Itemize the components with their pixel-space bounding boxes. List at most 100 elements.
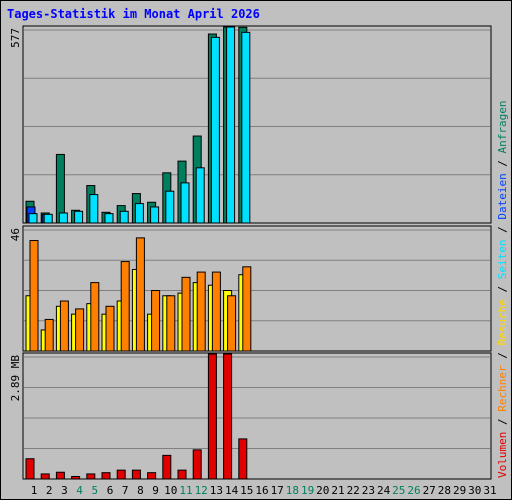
x-tick-label-29: 29 [453, 484, 466, 497]
bar-seiten-day-14 [226, 26, 236, 224]
bar-rechner-day-2 [44, 318, 54, 352]
bar-seiten-day-3 [58, 212, 68, 224]
x-tick-label-30: 30 [468, 484, 481, 497]
x-tick-label-14: 14 [225, 484, 239, 497]
x-tick-label-31: 31 [483, 484, 496, 497]
y-max-label-anfragen: 577 [9, 28, 22, 48]
x-tick-label-13: 13 [210, 484, 223, 497]
bar-seiten-day-4 [74, 210, 84, 224]
x-tick-label-18: 18 [286, 484, 299, 497]
bar-volumen-day-11 [177, 469, 187, 480]
legend-separator: / [496, 220, 509, 240]
bar-seiten-day-15 [241, 31, 251, 224]
legend-separator: / [496, 412, 509, 432]
x-tick-label-16: 16 [255, 484, 268, 497]
bar-seiten-day-9 [150, 206, 160, 224]
x-tick-label-4: 4 [76, 484, 83, 497]
x-tick-label-10: 10 [164, 484, 177, 497]
bar-rechner-day-1 [29, 240, 39, 352]
x-axis-labels: 1 2 3 4 5 6 7 8 9 10 11 12 13 14 15 16 17 18 19 20 21 22 23 24 2… [31, 484, 497, 497]
x-tick-label-25: 25 [392, 484, 405, 497]
bar-rechner-day-4 [75, 308, 85, 352]
x-tick-label-15: 15 [240, 484, 253, 497]
bar-seiten-day-12 [195, 167, 205, 224]
bar-volumen-day-3 [55, 471, 65, 480]
legend-item-volumen: Volumen [496, 432, 509, 478]
x-tick-label-21: 21 [331, 484, 344, 497]
bar-volumen-day-9 [147, 472, 157, 480]
panel-border-anfragen [22, 25, 492, 224]
bar-volumen-day-5 [86, 473, 96, 480]
legend-separator: / [496, 153, 509, 173]
bar-seiten-day-8 [134, 203, 144, 224]
x-tick-label-24: 24 [377, 484, 391, 497]
bar-seiten-day-2 [43, 213, 53, 224]
legend-item-besuche: Besuche [496, 299, 509, 345]
bar-rechner-day-7 [120, 261, 130, 352]
bar-seiten-day-6 [104, 213, 114, 224]
x-tick-label-12: 12 [195, 484, 208, 497]
panel-besuche: 46 [9, 225, 492, 352]
panel-volumen: 2.89 MB [9, 352, 492, 480]
bar-volumen-day-15 [238, 438, 248, 480]
bar-rechner-day-8 [135, 237, 145, 352]
bar-seiten-day-10 [165, 190, 175, 224]
x-tick-label-27: 27 [423, 484, 436, 497]
bar-rechner-day-3 [59, 300, 69, 352]
x-tick-label-19: 19 [301, 484, 314, 497]
x-tick-label-28: 28 [438, 484, 451, 497]
x-tick-label-9: 9 [152, 484, 159, 497]
bar-rechner-day-15 [242, 266, 252, 352]
bar-seiten-day-1 [28, 213, 38, 224]
bar-seiten-day-11 [180, 182, 190, 224]
bar-volumen-day-10 [162, 454, 172, 480]
x-tick-label-7: 7 [122, 484, 129, 497]
panel-anfragen: 577 [9, 25, 492, 224]
x-tick-label-5: 5 [91, 484, 98, 497]
x-tick-label-26: 26 [407, 484, 420, 497]
panel-border-volumen [22, 352, 492, 480]
bar-rechner-day-14 [227, 295, 237, 352]
bar-volumen-day-6 [101, 472, 111, 480]
bar-rechner-day-10 [166, 295, 176, 352]
y-max-label-besuche: 46 [9, 228, 22, 241]
bar-volumen-day-2 [40, 473, 50, 480]
bar-volumen-day-12 [192, 449, 202, 480]
bar-seiten-day-5 [89, 194, 99, 224]
x-tick-label-1: 1 [31, 484, 38, 497]
x-tick-label-8: 8 [137, 484, 144, 497]
bar-rechner-day-6 [105, 305, 115, 352]
bar-seiten-day-7 [119, 210, 129, 224]
bar-volumen-day-14 [223, 353, 233, 480]
bar-rechner-day-5 [90, 282, 100, 352]
bar-volumen-day-1 [25, 458, 35, 480]
x-tick-label-11: 11 [179, 484, 192, 497]
legend-item-rechner: Rechner [496, 365, 509, 412]
x-tick-label-17: 17 [271, 484, 284, 497]
legend-item-dateien: Dateien [496, 173, 509, 219]
y-max-label-volumen: 2.89 MB [9, 355, 22, 402]
chart-title: Tages-Statistik im Monat April 2026 [7, 7, 260, 21]
x-tick-label-23: 23 [362, 484, 375, 497]
bar-volumen-day-13 [207, 353, 217, 480]
x-tick-label-22: 22 [347, 484, 360, 497]
bar-volumen-day-8 [131, 469, 141, 480]
chart-legend: Volumen / Rechner / Besuche / Seiten / D… [496, 100, 509, 478]
panel-border-besuche [22, 225, 492, 352]
legend-separator: / [496, 346, 509, 366]
bar-rechner-day-13 [211, 271, 221, 352]
bar-volumen-day-7 [116, 469, 126, 480]
x-tick-label-3: 3 [61, 484, 68, 497]
bar-rechner-day-9 [151, 290, 161, 352]
bar-rechner-day-11 [181, 276, 191, 352]
legend-item-anfragen: Anfragen [496, 100, 509, 153]
bar-seiten-day-13 [210, 36, 220, 224]
legend-item-seiten: Seiten [496, 240, 509, 280]
x-tick-label-20: 20 [316, 484, 329, 497]
bar-volumen-day-4 [71, 475, 81, 480]
x-tick-label-2: 2 [46, 484, 53, 497]
legend-separator: / [496, 279, 509, 299]
chart-panels: 577 46 2.89 MB [9, 25, 492, 480]
